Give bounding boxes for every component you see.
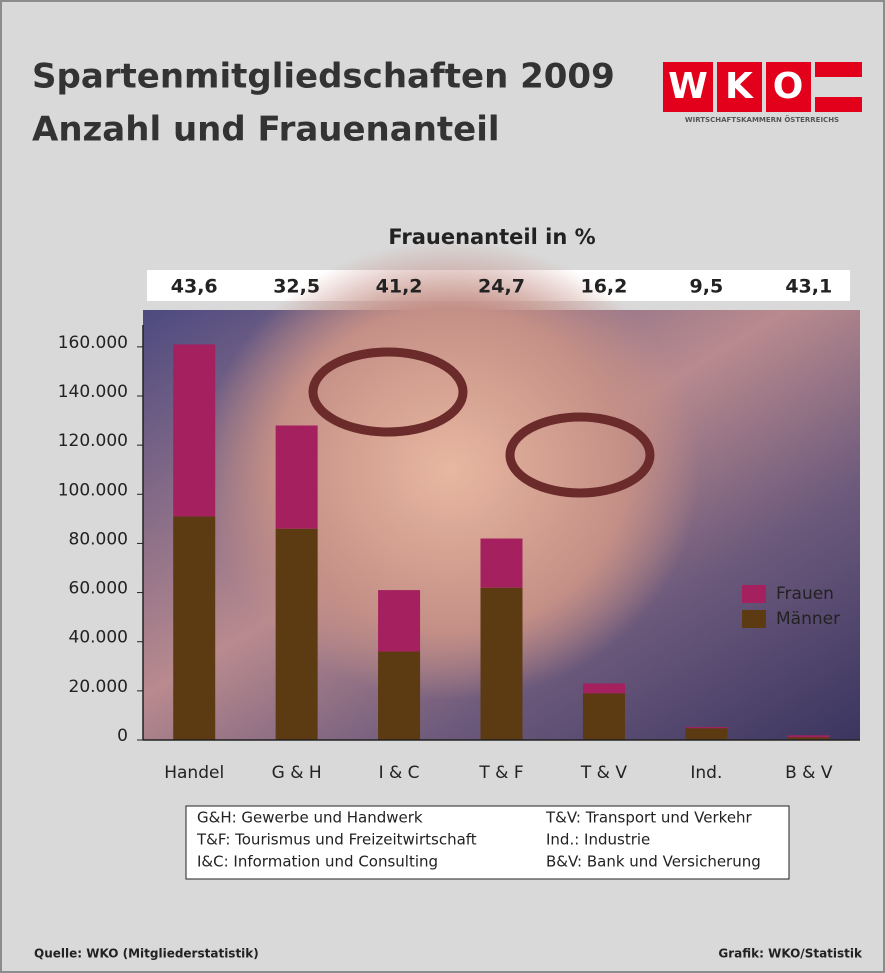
logo-flag [815,97,862,112]
glossary-item: B&V: Bank und Versicherung [546,853,761,871]
y-tick-label: 20.000 [69,677,128,697]
legend-label: Männer [776,609,840,629]
chart: Spartenmitgliedschaften 2009 Anzahl und … [0,0,885,973]
logo-letter: W [668,66,708,107]
logo-text: WIRTSCHAFTSKAMMERN ÖSTERREICHS [685,115,839,124]
legend-label: Frauen [776,584,834,604]
bar-segment [173,344,215,516]
glossary-item: G&H: Gewerbe und Handwerk [197,809,423,827]
glossary-item: Ind.: Industrie [546,831,650,849]
legend-swatch [742,610,766,628]
x-tick-label: T & F [478,763,523,783]
share-label: 16,2 [580,276,627,298]
chart-title: Spartenmitgliedschaften 2009 [32,57,615,97]
x-tick-label: Handel [164,763,224,783]
bar-segment [788,735,830,737]
bar-segment [276,529,318,740]
bar-segment [173,516,215,740]
bar-segment [685,727,727,728]
bar-segment [276,425,318,528]
x-tick-label: B & V [785,763,833,783]
share-label: 32,5 [273,276,320,298]
bar-segment [481,588,523,740]
photo-face [200,240,700,700]
credit: Grafik: WKO/Statistik [718,947,863,961]
share-label: 41,2 [376,276,423,298]
y-tick-label: 40.000 [69,628,128,648]
bar-segment [481,539,523,588]
x-tick-label: T & V [580,763,627,783]
glossary-item: T&F: Tourismus und Freizeitwirtschaft [196,831,477,849]
logo-letter: O [773,66,804,107]
legend-swatch [742,585,766,603]
share-label: 9,5 [690,276,724,298]
share-label: 43,6 [171,276,218,298]
bar-segment [378,652,420,740]
y-tick-label: 0 [117,726,128,746]
y-tick-label: 60.000 [69,579,128,599]
bar-segment [583,683,625,693]
glossary-item: T&V: Transport und Verkehr [545,809,753,827]
bar-segment [685,728,727,740]
y-tick-label: 140.000 [58,382,128,402]
source: Quelle: WKO (Mitgliederstatistik) [34,947,259,961]
chart-subtitle: Anzahl und Frauenanteil [32,110,500,150]
share-label: 24,7 [478,276,525,298]
logo-flag [815,62,862,77]
x-tick-label: Ind. [690,763,722,783]
y-tick-label: 120.000 [58,431,128,451]
x-tick-label: I & C [379,763,420,783]
share-label: 43,1 [785,276,832,298]
y-tick-label: 160.000 [58,333,128,353]
y-tick-label: 100.000 [58,480,128,500]
logo-letter: K [725,66,754,107]
glossary-item: I&C: Information und Consulting [197,853,438,871]
bar-segment [583,693,625,740]
x-tick-label: G & H [272,763,322,783]
bar-segment [378,590,420,651]
y-tick-label: 80.000 [69,529,128,549]
